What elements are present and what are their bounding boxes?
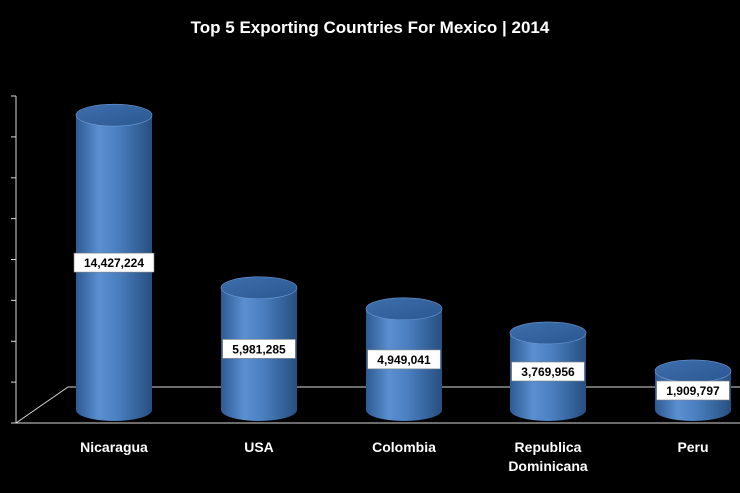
data-label: 5,981,285 — [222, 339, 296, 359]
category-label: Peru — [677, 439, 708, 455]
chart-title: Top 5 Exporting Countries For Mexico | 2… — [191, 18, 550, 37]
data-label-value: 3,769,956 — [521, 365, 575, 379]
bar-top — [365, 297, 443, 321]
bar-top — [220, 276, 298, 300]
data-label-value: 5,981,285 — [232, 342, 286, 356]
bar-top — [509, 321, 587, 345]
bars — [75, 103, 732, 421]
category-label: Colombia — [372, 439, 436, 455]
data-label-box — [73, 252, 155, 273]
data-label: 4,949,041 — [367, 349, 441, 370]
data-label-box — [511, 361, 585, 382]
data-label-box — [367, 349, 441, 370]
chart-axes — [11, 95, 740, 424]
data-label: 1,909,797 — [656, 380, 730, 401]
category-labels: Nicaragua USA Colombia Republica Dominicana P… — [80, 439, 708, 474]
data-label-value: 1,909,797 — [666, 384, 720, 398]
category-label: Republica Dominicana — [508, 439, 588, 474]
data-label-box — [656, 380, 730, 401]
data-label-box — [222, 339, 296, 359]
y-axis-ticks — [11, 95, 16, 424]
bar-top — [75, 103, 153, 127]
data-label: 3,769,956 — [511, 361, 585, 382]
floor-side-edge — [15, 386, 69, 424]
data-label: 14,427,224 — [73, 252, 155, 273]
bar-top — [654, 359, 732, 383]
data-labels: 14,427,224 5,981,285 4,949,041 3,769,956 1,9… — [73, 252, 730, 401]
category-label: USA — [244, 439, 274, 455]
data-label-value: 14,427,224 — [84, 256, 144, 270]
data-label-value: 4,949,041 — [377, 353, 431, 367]
category-label: Nicaragua — [80, 439, 148, 455]
